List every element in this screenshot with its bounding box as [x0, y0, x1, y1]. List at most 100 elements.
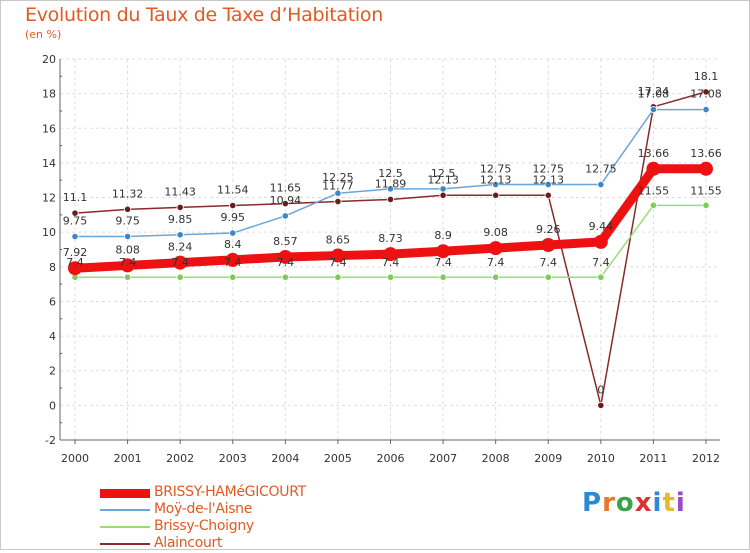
data-point [120, 258, 135, 273]
legend-swatch [100, 543, 150, 545]
x-tick-label: 2008 [482, 452, 510, 465]
data-label: 11.54 [217, 184, 249, 197]
data-point [544, 191, 552, 199]
x-tick-label: 2004 [271, 452, 299, 465]
data-point [702, 88, 710, 96]
data-label: 11.65 [270, 182, 302, 195]
data-label: 17.08 [690, 88, 722, 101]
data-point [436, 244, 451, 259]
data-label: 8.57 [273, 235, 298, 248]
y-tick-label: 8 [49, 261, 56, 274]
data-point [123, 273, 132, 281]
data-label: 7.4 [119, 256, 137, 269]
data-point [330, 248, 345, 263]
data-label: 9.08 [483, 226, 508, 239]
legend-swatch [100, 509, 150, 511]
data-point [386, 273, 395, 281]
data-label: 8.65 [326, 234, 351, 247]
y-tick-label: 2 [49, 365, 56, 378]
data-point [71, 232, 79, 241]
data-label: 7.92 [63, 246, 88, 259]
data-point [281, 200, 289, 208]
legend-label: Moÿ-de-l'Aisne [154, 501, 253, 517]
data-label: 7.4 [382, 256, 400, 269]
data-point [597, 180, 605, 189]
y-tick-label: 20 [42, 53, 56, 66]
data-label: 9.95 [221, 211, 246, 224]
data-label: 11.55 [638, 184, 670, 197]
data-point [229, 273, 237, 281]
data-label: 8.24 [168, 241, 193, 254]
data-label: 7.4 [592, 256, 610, 269]
x-tick-label: 2002 [166, 452, 194, 465]
data-point [225, 252, 240, 267]
data-label: 12.5 [378, 167, 403, 180]
data-label: 13.66 [638, 147, 670, 160]
data-point [439, 273, 447, 281]
data-label: 7.4 [540, 256, 558, 269]
x-tick-label: 2011 [639, 452, 667, 465]
data-label: 11.89 [375, 177, 407, 190]
chart-title: Evolution du Taux de Taxe d’Habitation [25, 4, 383, 26]
data-point [334, 197, 342, 206]
data-point [593, 234, 608, 249]
data-label: 9.85 [168, 213, 193, 226]
legend-swatch [100, 526, 150, 528]
data-label: 9.75 [63, 215, 88, 228]
data-point [439, 185, 447, 193]
data-point [386, 185, 395, 193]
x-tick-label: 2003 [219, 452, 247, 465]
data-label: 9.26 [536, 223, 561, 236]
data-point [646, 161, 661, 176]
y-tick-label: 16 [42, 122, 56, 135]
data-label: 12.75 [585, 163, 617, 176]
data-point [123, 232, 132, 241]
data-point [71, 209, 79, 217]
data-point [281, 273, 289, 281]
data-point [702, 105, 710, 114]
x-tick-label: 2005 [324, 452, 352, 465]
data-point [229, 229, 237, 237]
data-point [492, 180, 500, 189]
y-tick-label: 10 [42, 226, 56, 239]
data-point [278, 249, 293, 264]
legend-label: BRISSY-HAMéGICOURT [154, 484, 306, 500]
data-point [281, 212, 289, 220]
data-point [383, 247, 398, 262]
legend-label: Brissy-Choigny [154, 518, 254, 534]
data-label: 7.4 [224, 256, 242, 269]
data-label: 7.4 [66, 256, 84, 269]
y-tick-label: 12 [42, 192, 56, 205]
data-point [699, 161, 713, 176]
data-label: 7.4 [171, 256, 189, 269]
y-tick-label: 18 [42, 88, 56, 101]
data-label: 10.94 [270, 194, 302, 207]
data-label: 12.13 [533, 173, 565, 186]
data-label: 9.75 [115, 215, 140, 228]
x-tick-label: 2009 [534, 452, 562, 465]
proxiti-logo: Proxiti [582, 488, 686, 518]
data-label: 12.25 [322, 171, 354, 184]
data-label: 12.75 [480, 163, 512, 176]
data-label: 17.24 [638, 85, 670, 98]
y-tick-label: 0 [49, 399, 56, 412]
data-label: 11.77 [322, 180, 354, 193]
data-label: 7.4 [434, 256, 452, 269]
data-point [488, 241, 503, 256]
data-point [334, 273, 342, 281]
data-label: 12.5 [431, 167, 456, 180]
data-point [439, 191, 447, 199]
data-label: 12.75 [533, 163, 565, 176]
data-point [176, 231, 184, 239]
legend-swatch [100, 489, 150, 498]
data-point [544, 180, 552, 189]
data-point [702, 201, 710, 209]
data-point [229, 201, 237, 210]
data-point [123, 205, 132, 213]
x-tick-label: 2010 [587, 452, 615, 465]
data-point [649, 105, 658, 114]
data-point [649, 201, 658, 209]
data-point [334, 189, 342, 197]
data-label: 8.73 [378, 232, 403, 245]
x-tick-label: 2000 [61, 452, 89, 465]
